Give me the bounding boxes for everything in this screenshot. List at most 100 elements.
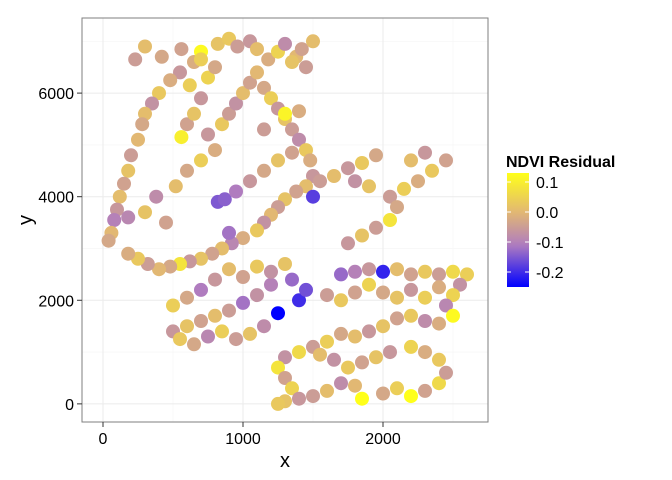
data-point xyxy=(261,52,276,67)
legend-tick-label: -0.1 xyxy=(536,235,564,252)
data-point xyxy=(180,290,194,305)
data-point xyxy=(166,298,180,313)
data-point xyxy=(174,42,189,57)
data-point xyxy=(131,132,145,147)
data-point xyxy=(236,270,250,284)
data-point xyxy=(432,376,446,391)
data-point xyxy=(145,96,159,111)
data-point xyxy=(194,314,208,328)
data-point xyxy=(432,316,446,331)
data-point xyxy=(292,293,306,308)
legend-ticks: 0.1 0.0 -0.1 -0.2 xyxy=(507,175,564,282)
legend-colorbar xyxy=(507,173,529,287)
data-point xyxy=(292,391,306,406)
data-point xyxy=(208,272,222,287)
data-point xyxy=(383,345,397,360)
data-point xyxy=(404,308,418,323)
data-point xyxy=(187,106,201,121)
data-point xyxy=(334,293,348,308)
data-point xyxy=(418,145,432,160)
data-point xyxy=(418,383,432,398)
data-point xyxy=(229,184,243,199)
data-point xyxy=(397,181,411,196)
data-point xyxy=(278,350,292,365)
data-point xyxy=(299,60,313,75)
data-point xyxy=(278,257,292,271)
data-point xyxy=(341,161,355,176)
data-point xyxy=(355,156,369,170)
data-point xyxy=(285,55,299,69)
data-point xyxy=(138,39,152,54)
data-point xyxy=(257,319,271,334)
data-point xyxy=(376,264,390,279)
x-tick-label: 1000 xyxy=(225,431,261,448)
data-point xyxy=(383,213,397,227)
data-point xyxy=(187,337,201,352)
data-point xyxy=(154,49,169,64)
data-point xyxy=(180,117,194,132)
data-point xyxy=(446,288,460,303)
data-point xyxy=(369,148,383,163)
plot-panel xyxy=(81,17,489,423)
x-axis-title: x xyxy=(280,450,290,472)
data-point xyxy=(334,326,348,341)
data-point xyxy=(418,290,432,305)
data-point xyxy=(306,189,320,204)
data-point xyxy=(390,200,404,215)
data-point xyxy=(210,36,225,51)
data-point xyxy=(163,73,178,88)
data-point xyxy=(128,52,143,67)
data-point xyxy=(376,285,390,300)
data-point xyxy=(362,277,376,292)
y-tick-label: 2000 xyxy=(38,293,74,310)
data-point xyxy=(289,184,304,199)
data-point xyxy=(208,60,222,75)
data-point xyxy=(159,215,173,230)
data-point xyxy=(194,282,208,297)
data-point xyxy=(152,262,166,277)
data-point xyxy=(418,264,432,279)
data-point xyxy=(439,153,453,168)
data-point xyxy=(355,391,369,406)
data-point xyxy=(411,174,425,189)
data-point xyxy=(138,205,152,220)
data-point xyxy=(257,80,271,95)
data-point xyxy=(439,298,453,313)
data-point xyxy=(174,130,189,145)
x-tick-label: 0 xyxy=(99,431,108,448)
data-point xyxy=(236,86,250,101)
data-point xyxy=(425,163,439,178)
data-point xyxy=(432,280,446,295)
data-point xyxy=(418,314,432,328)
data-point xyxy=(271,396,285,411)
data-point xyxy=(404,339,418,354)
data-point xyxy=(278,106,292,121)
data-point xyxy=(271,153,285,168)
data-point xyxy=(453,277,467,292)
y-tick-label: 6000 xyxy=(38,86,74,103)
data-point xyxy=(348,378,362,393)
data-point xyxy=(250,42,264,57)
data-point xyxy=(460,267,474,282)
data-point xyxy=(432,352,446,367)
data-point xyxy=(271,360,285,375)
data-point xyxy=(278,371,292,385)
y-tick-label: 4000 xyxy=(38,190,74,207)
data-point xyxy=(236,231,250,246)
y-tick-label: 0 xyxy=(65,397,74,414)
plot-border xyxy=(81,17,489,423)
data-point xyxy=(201,127,215,142)
data-point xyxy=(112,189,127,204)
data-point xyxy=(306,34,320,49)
data-point xyxy=(208,143,222,158)
data-point xyxy=(439,365,453,380)
data-point xyxy=(362,179,376,194)
data-point xyxy=(205,246,220,261)
data-point xyxy=(327,169,341,183)
data-point xyxy=(121,246,136,261)
data-point xyxy=(264,91,278,106)
data-point xyxy=(229,332,243,347)
y-axis-ticks: 0 2000 4000 6000 xyxy=(38,86,82,414)
data-points xyxy=(101,31,474,411)
data-point xyxy=(135,117,150,132)
